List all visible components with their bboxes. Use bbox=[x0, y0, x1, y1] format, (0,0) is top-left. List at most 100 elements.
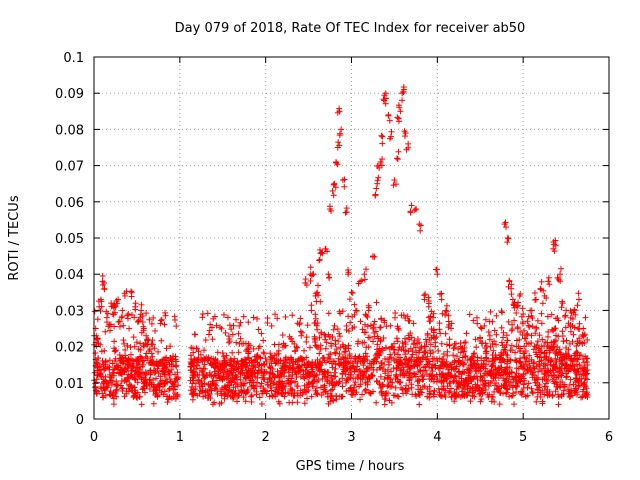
data-point bbox=[174, 382, 181, 389]
data-point bbox=[132, 300, 139, 307]
data-point bbox=[559, 332, 566, 339]
data-point bbox=[143, 310, 150, 317]
data-point bbox=[567, 376, 574, 383]
data-point bbox=[538, 310, 545, 317]
data-point bbox=[436, 389, 443, 396]
data-point bbox=[513, 310, 520, 317]
data-point bbox=[335, 355, 342, 362]
data-point bbox=[254, 315, 261, 322]
data-point bbox=[158, 337, 165, 344]
data-point bbox=[489, 318, 496, 325]
data-point bbox=[470, 317, 477, 324]
x-tick-label: 0 bbox=[90, 430, 98, 445]
data-point bbox=[102, 328, 109, 335]
data-point bbox=[395, 148, 402, 155]
data-point bbox=[376, 324, 383, 331]
data-point bbox=[491, 388, 498, 395]
data-point bbox=[124, 315, 131, 322]
data-point bbox=[502, 381, 509, 388]
data-point bbox=[388, 399, 395, 406]
data-point bbox=[431, 387, 438, 394]
data-point bbox=[138, 307, 145, 314]
data-point bbox=[399, 97, 406, 104]
data-point bbox=[392, 384, 399, 391]
data-point bbox=[218, 325, 225, 332]
x-axis-label: GPS time / hours bbox=[296, 459, 405, 474]
data-point bbox=[414, 335, 421, 342]
data-point bbox=[255, 326, 262, 333]
data-point bbox=[141, 343, 148, 350]
data-point bbox=[307, 264, 314, 271]
data-point bbox=[318, 392, 325, 399]
data-point bbox=[560, 353, 567, 360]
data-point bbox=[325, 400, 332, 407]
data-point bbox=[490, 347, 497, 354]
data-point bbox=[379, 133, 386, 140]
data-point bbox=[269, 379, 276, 386]
data-point bbox=[206, 369, 213, 376]
data-point bbox=[306, 344, 313, 351]
data-point bbox=[373, 185, 380, 192]
data-point bbox=[148, 340, 155, 347]
data-point bbox=[327, 387, 334, 394]
data-point bbox=[434, 266, 441, 273]
data-point bbox=[264, 381, 271, 388]
data-point bbox=[262, 355, 269, 362]
data-point bbox=[394, 351, 401, 358]
data-point bbox=[474, 314, 481, 321]
data-point bbox=[578, 394, 585, 401]
data-point bbox=[400, 390, 407, 397]
data-point bbox=[374, 341, 381, 348]
data-point bbox=[399, 386, 406, 393]
data-point bbox=[446, 336, 453, 343]
data-point bbox=[577, 352, 584, 359]
y-tick-label: 0.02 bbox=[55, 341, 84, 356]
data-point bbox=[377, 384, 384, 391]
data-point bbox=[567, 357, 574, 364]
data-point bbox=[443, 376, 450, 383]
data-point bbox=[381, 401, 388, 408]
data-point bbox=[508, 291, 515, 298]
data-point bbox=[539, 300, 546, 307]
data-point bbox=[581, 381, 588, 388]
data-point bbox=[138, 301, 145, 308]
data-point bbox=[379, 156, 386, 163]
data-point bbox=[135, 357, 142, 364]
data-point bbox=[316, 350, 323, 357]
data-point bbox=[325, 310, 332, 317]
data-point bbox=[92, 384, 99, 391]
data-point bbox=[303, 338, 310, 345]
data-point bbox=[199, 369, 206, 376]
data-point bbox=[125, 355, 132, 362]
x-tick-label: 4 bbox=[433, 430, 441, 445]
data-point bbox=[111, 338, 118, 345]
data-point bbox=[248, 392, 255, 399]
data-point bbox=[372, 192, 379, 199]
data-point bbox=[282, 313, 289, 320]
data-point bbox=[258, 330, 265, 337]
data-point bbox=[346, 296, 353, 303]
data-point bbox=[485, 328, 492, 335]
data-point bbox=[390, 392, 397, 399]
data-point bbox=[561, 313, 568, 320]
data-point bbox=[546, 281, 553, 288]
data-point bbox=[245, 319, 252, 326]
data-point bbox=[113, 386, 120, 393]
data-point bbox=[111, 348, 118, 355]
data-point bbox=[152, 327, 159, 334]
data-point bbox=[298, 329, 305, 336]
data-point bbox=[557, 265, 564, 272]
data-point bbox=[236, 322, 243, 329]
data-point bbox=[314, 326, 321, 333]
data-point bbox=[466, 311, 473, 318]
data-point bbox=[388, 128, 395, 135]
y-tick-label: 0.09 bbox=[55, 87, 84, 102]
data-point bbox=[438, 290, 445, 297]
data-point bbox=[405, 317, 412, 324]
data-point bbox=[572, 387, 579, 394]
data-point bbox=[532, 296, 539, 303]
data-point bbox=[316, 257, 323, 264]
data-point bbox=[533, 398, 540, 405]
data-point bbox=[91, 308, 98, 315]
data-point bbox=[136, 393, 143, 400]
